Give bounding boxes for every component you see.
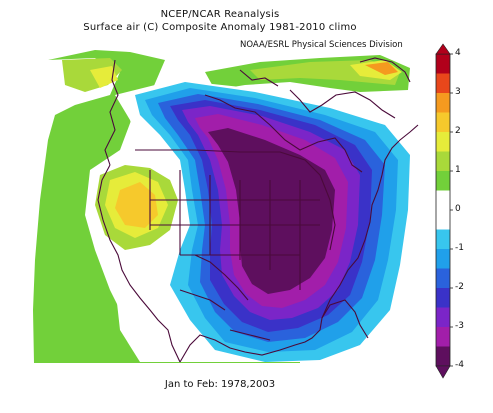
colorbar-bin xyxy=(436,346,450,366)
colorbar-bin xyxy=(436,73,450,93)
colorbar-bin xyxy=(436,151,450,171)
colorbar-bin xyxy=(436,327,450,347)
colorbar-tick-label: 2 xyxy=(455,126,461,136)
colorbar-bin xyxy=(436,229,450,249)
colorbar-bin xyxy=(436,132,450,152)
colorbar-bin xyxy=(436,249,450,269)
colorbar-tick-label: 4 xyxy=(455,48,461,58)
colorbar-tick-label: -3 xyxy=(455,321,464,331)
colorbar-tick-label: 1 xyxy=(455,165,461,175)
anomaly-fill xyxy=(33,50,420,363)
period-label: Jan to Feb: 1978,2003 xyxy=(164,379,276,390)
colorbar-bin xyxy=(436,171,450,191)
map-outlines xyxy=(97,57,419,363)
colorbar-tick-label: 3 xyxy=(455,87,461,97)
source-label: NOAA/ESRL Physical Sciences Division xyxy=(240,40,403,50)
colorbar-bin xyxy=(436,307,450,327)
colorbar-tick-label: -4 xyxy=(455,360,464,370)
colorbar-bin xyxy=(436,190,450,230)
colorbar-bin xyxy=(436,93,450,113)
map-title: NCEP/NCAR Reanalysis xyxy=(160,9,280,20)
colorbar-arrow-max xyxy=(435,43,451,55)
map-subtitle: Surface air (C) Composite Anomaly 1981-2… xyxy=(83,22,357,33)
colorbar-bin xyxy=(436,54,450,74)
colorbar-arrow-min xyxy=(435,365,451,379)
colorbar-bin xyxy=(436,288,450,308)
colorbar-tick-label: -1 xyxy=(455,243,464,253)
colorbar-tick-label: -2 xyxy=(455,282,464,292)
colorbar-bin xyxy=(436,112,450,132)
colorbar-bin xyxy=(436,268,450,288)
colorbar-tick-label: 0 xyxy=(455,204,461,214)
